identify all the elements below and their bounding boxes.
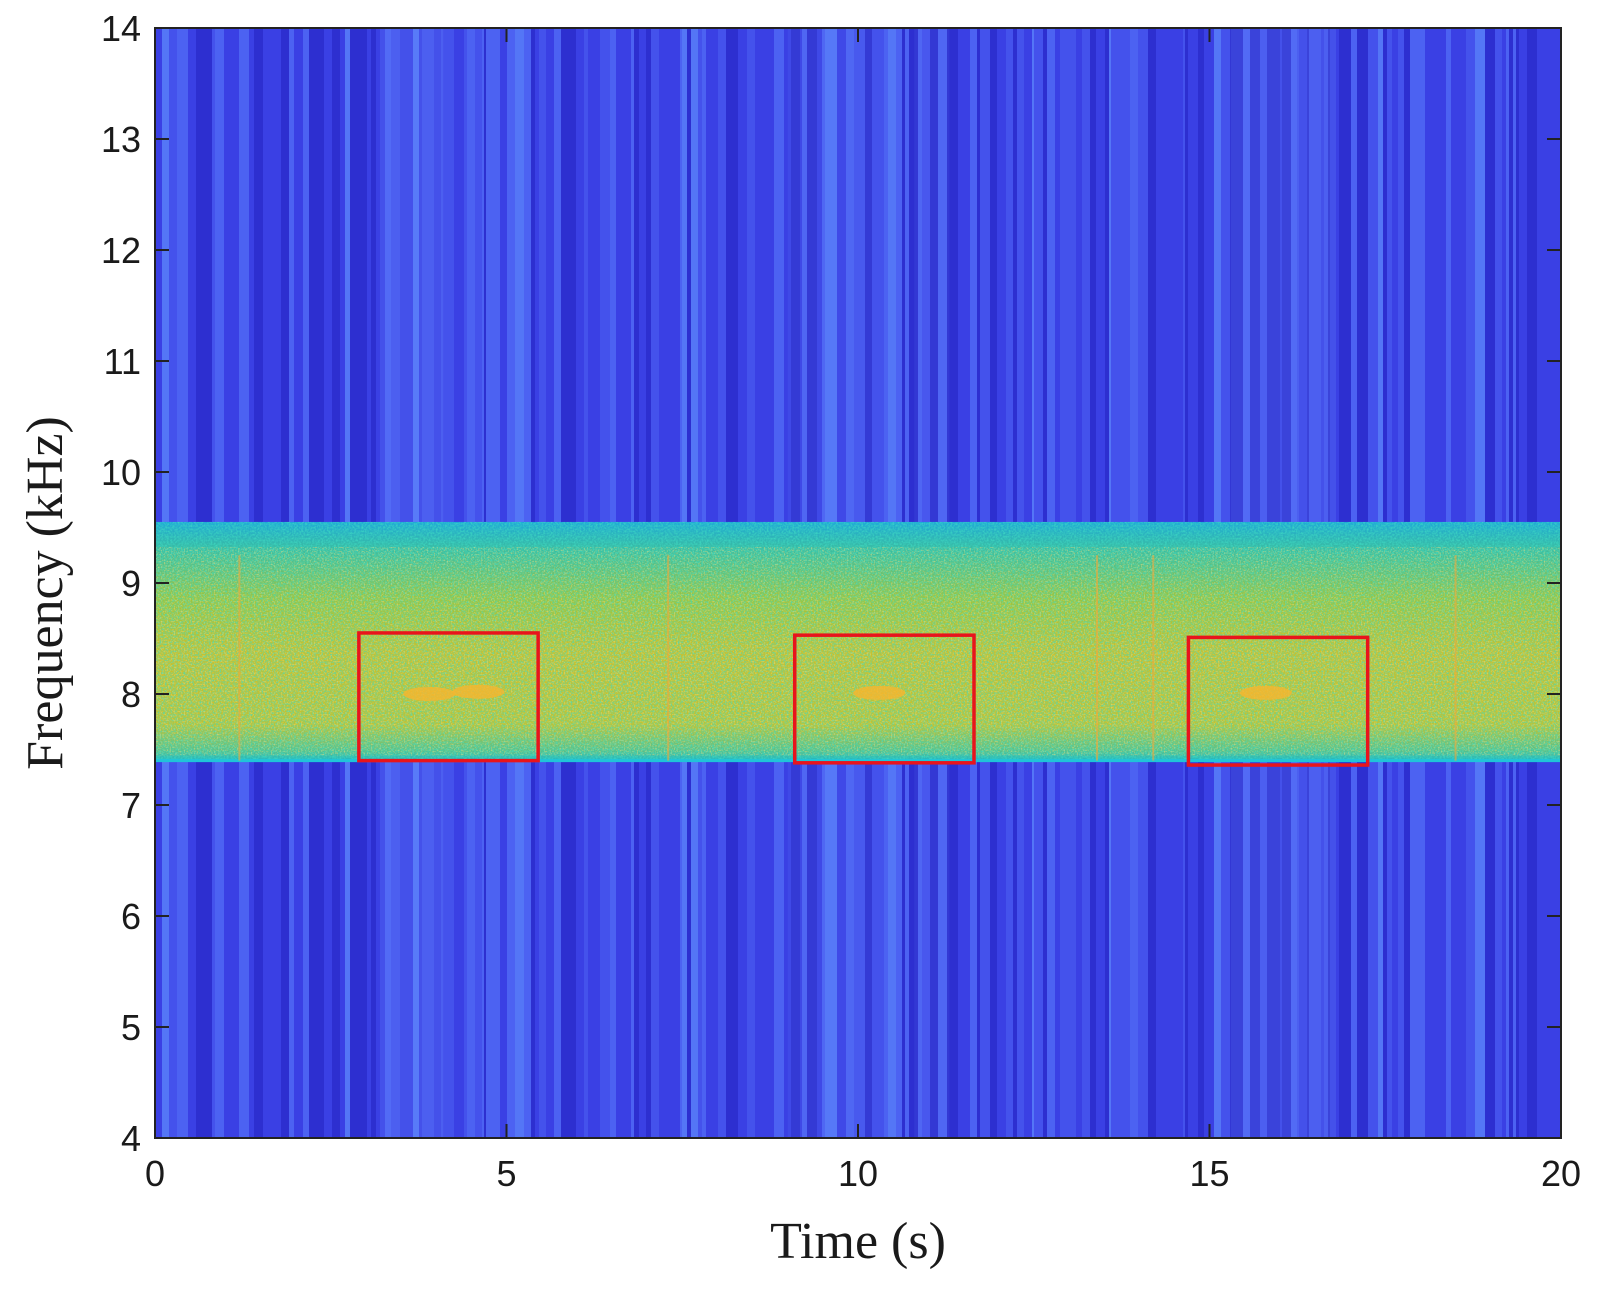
- y-tick-label: 5: [121, 1007, 141, 1048]
- annotation-box: [357, 631, 540, 763]
- signal-blip: [403, 687, 456, 701]
- y-axis-ticks: 4 5 6 7 8 9 10 11 12 13 14: [101, 8, 1561, 1159]
- annotation-box: [1186, 635, 1370, 767]
- signal-blip: [1239, 685, 1292, 700]
- y-tick-label: 4: [121, 1118, 141, 1159]
- y-tick-label: 9: [121, 563, 141, 604]
- y-tick-label: 7: [121, 785, 141, 826]
- signal-blips: [238, 555, 1457, 761]
- annotation-box: [792, 633, 976, 765]
- y-tick-label: 14: [101, 8, 141, 49]
- annotation-boxes: [357, 631, 1370, 767]
- x-tick-label: 15: [1189, 1153, 1229, 1194]
- y-tick-label: 11: [104, 341, 141, 382]
- band-texture-warm: [155, 546, 1561, 756]
- y-tick-label: 8: [121, 674, 141, 715]
- plot-area: [155, 28, 1561, 1138]
- x-axis-title: Time (s): [770, 1213, 946, 1270]
- x-tick-label: 10: [838, 1153, 878, 1194]
- y-tick-label: 13: [101, 119, 141, 160]
- y-tick-label: 12: [101, 230, 141, 271]
- x-tick-label: 0: [145, 1153, 165, 1194]
- x-tick-label: 5: [496, 1153, 516, 1194]
- y-axis-title: Frequency (kHz): [17, 416, 74, 770]
- y-tick-label: 6: [121, 896, 141, 937]
- x-axis-ticks: 0 5 10 15 20: [145, 28, 1581, 1194]
- x-tick-label: 20: [1541, 1153, 1581, 1194]
- y-tick-label: 10: [101, 452, 141, 493]
- signal-blip: [853, 685, 906, 700]
- energy-bands: [155, 521, 1561, 763]
- signal-blip: [452, 684, 505, 699]
